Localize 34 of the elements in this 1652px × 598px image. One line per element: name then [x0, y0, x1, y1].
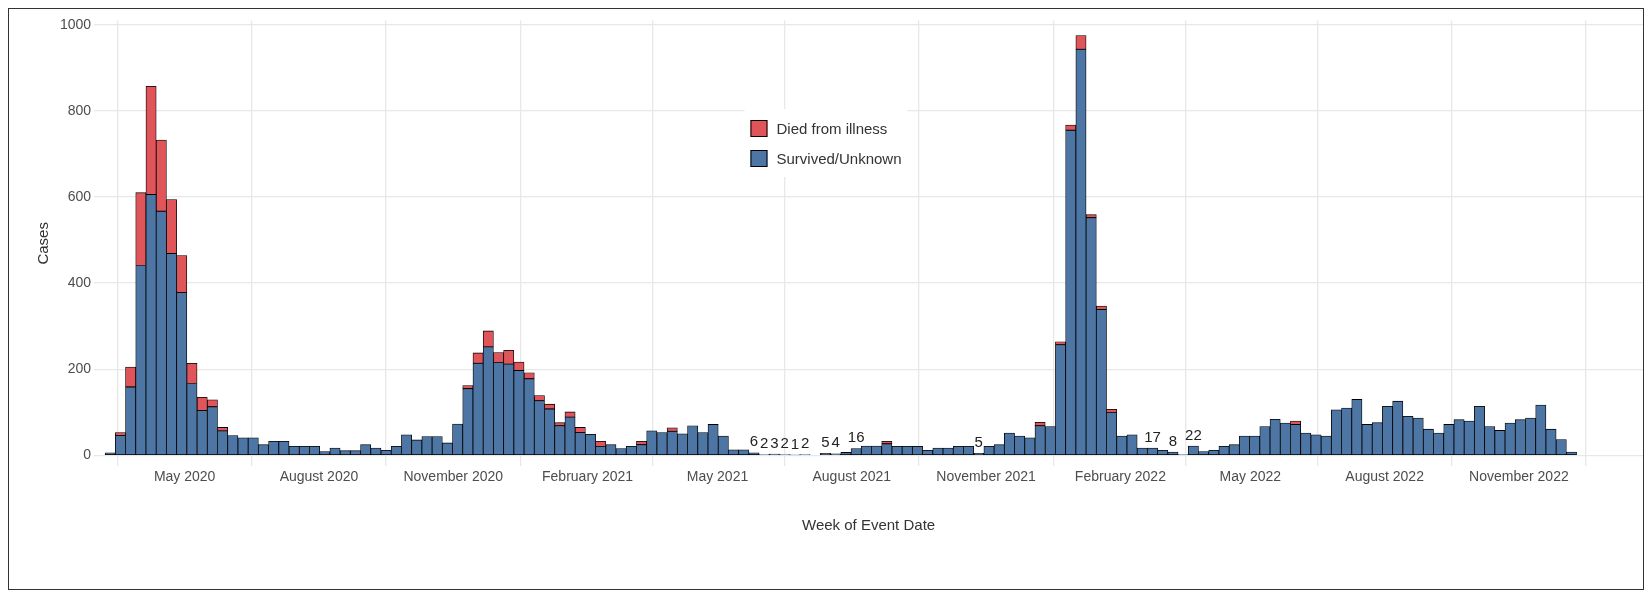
y-tick-label: 1000	[59, 15, 92, 32]
x-tick-label: May 2020	[153, 468, 216, 485]
x-tick-label: February 2022	[1074, 468, 1167, 485]
y-tick-label: 200	[67, 360, 92, 377]
data-label: 17	[1144, 427, 1161, 445]
x-axis-title: Week of Event Date	[802, 516, 936, 534]
y-tick-label: 400	[67, 274, 92, 290]
x-tick-label: August 2020	[279, 468, 359, 485]
data-label: 1	[790, 434, 800, 452]
legend-label: Died from illness	[776, 119, 888, 137]
x-tick-label: November 2022	[1469, 468, 1569, 485]
x-tick-label: February 2021	[542, 468, 634, 485]
data-label: 22	[1185, 425, 1202, 443]
data-label: 2	[760, 434, 769, 452]
data-label: 5	[974, 432, 983, 450]
data-label: 8	[1168, 431, 1178, 449]
y-tick-label: 600	[67, 187, 92, 204]
y-tick-label: 0	[83, 446, 92, 463]
data-label: 5	[821, 432, 830, 450]
x-tick-label: May 2021	[686, 468, 749, 485]
x-tick-label: November 2020	[403, 468, 504, 485]
y-tick-label: 800	[67, 101, 92, 118]
y-axis-title: Cases	[34, 222, 52, 265]
x-tick-label: August 2021	[812, 468, 892, 485]
data-label: 3	[770, 433, 779, 451]
data-label: 2	[780, 434, 789, 452]
data-label: 2	[800, 434, 810, 452]
x-tick-label: November 2021	[936, 468, 1037, 485]
x-tick-label: August 2022	[1345, 468, 1425, 485]
legend-label: Survived/Unknown	[776, 149, 902, 167]
data-label: 16	[847, 428, 865, 446]
data-label: 4	[831, 433, 840, 451]
data-label: 6	[749, 432, 759, 450]
x-tick-label: May 2022	[1219, 468, 1282, 485]
